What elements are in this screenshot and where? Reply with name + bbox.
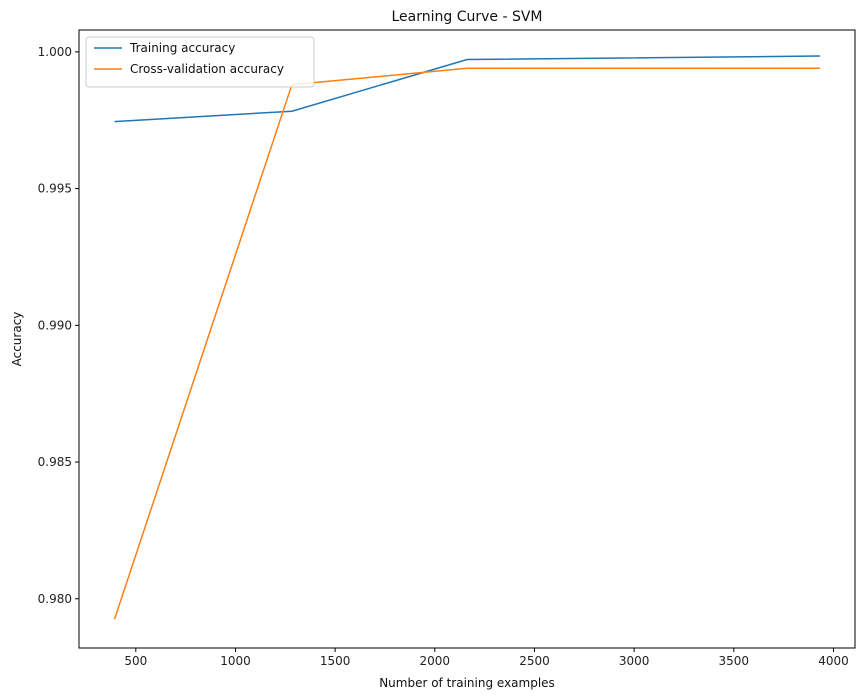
plot-area-frame bbox=[78, 29, 856, 649]
legend-label-0: Training accuracy bbox=[129, 41, 235, 55]
legend-box bbox=[85, 36, 315, 88]
x-tick-label: 4000 bbox=[818, 654, 849, 668]
y-tick-label: 1.000 bbox=[38, 45, 72, 59]
axis-ticks: 500 1000 1500 2000 2500 3000 3500 4000 0.980 0.98… bbox=[38, 45, 849, 668]
x-tick-label: 2500 bbox=[519, 654, 550, 668]
x-tick-label: 3000 bbox=[619, 654, 650, 668]
y-tick-label: 0.990 bbox=[38, 318, 72, 332]
y-tick-label: 0.985 bbox=[38, 455, 72, 469]
x-tick-label: 500 bbox=[124, 654, 147, 668]
series-lines bbox=[113, 55, 821, 620]
y-tick-label: 0.980 bbox=[38, 592, 72, 606]
x-tick-label: 1500 bbox=[320, 654, 351, 668]
legend-label-1: Cross-validation accuracy bbox=[130, 62, 284, 76]
legend: Training accuracy Cross-validation accura… bbox=[85, 36, 315, 88]
x-tick-label: 1000 bbox=[220, 654, 251, 668]
x-tick-label: 2000 bbox=[420, 654, 451, 668]
x-axis-label: Number of training examples bbox=[379, 676, 555, 690]
y-tick-label: 0.995 bbox=[38, 182, 72, 196]
y-axis-label: Accuracy bbox=[10, 312, 24, 367]
series-line-0 bbox=[114, 55, 821, 123]
series-line-1 bbox=[113, 67, 821, 620]
x-tick-label: 3500 bbox=[719, 654, 750, 668]
chart-title: Learning Curve - SVM bbox=[391, 9, 542, 25]
